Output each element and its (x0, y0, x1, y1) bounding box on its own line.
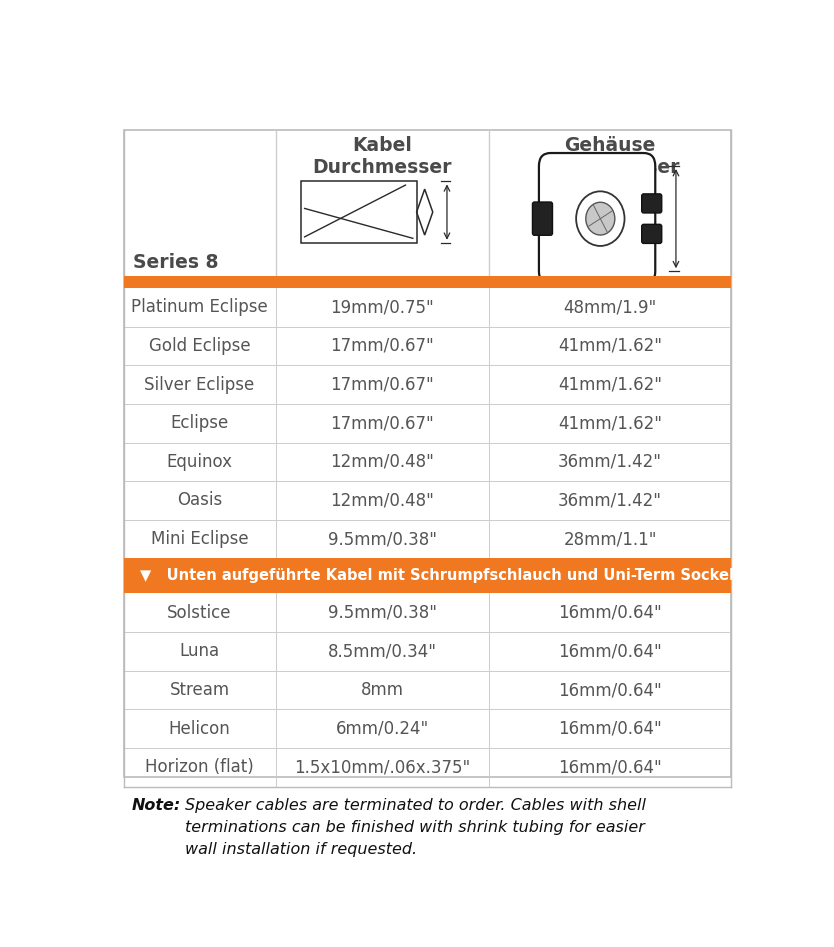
Text: 12mm/0.48": 12mm/0.48" (330, 491, 435, 509)
Text: Series 8: Series 8 (133, 253, 219, 272)
Text: Oasis: Oasis (177, 491, 222, 509)
Text: 17mm/0.67": 17mm/0.67" (330, 376, 434, 394)
Text: Platinum Eclipse: Platinum Eclipse (131, 298, 268, 316)
Text: 17mm/0.67": 17mm/0.67" (330, 337, 434, 355)
Text: Note:: Note: (132, 798, 181, 813)
Text: 16mm/0.64": 16mm/0.64" (558, 759, 662, 777)
Text: Speaker cables are terminated to order. Cables with shell
terminations can be fi: Speaker cables are terminated to order. … (185, 798, 646, 856)
Text: 19mm/0.75": 19mm/0.75" (330, 298, 434, 316)
Text: 48mm/1.9": 48mm/1.9" (564, 298, 656, 316)
Text: 41mm/1.62": 41mm/1.62" (558, 414, 662, 432)
Text: Solstice: Solstice (168, 604, 232, 622)
Text: 17mm/0.67": 17mm/0.67" (330, 414, 434, 432)
Text: 36mm/1.42": 36mm/1.42" (558, 453, 662, 471)
FancyBboxPatch shape (641, 194, 661, 213)
Text: Stream: Stream (169, 681, 229, 699)
Text: 9.5mm/0.38": 9.5mm/0.38" (328, 604, 437, 622)
Bar (123, 276, 731, 288)
Text: 16mm/0.64": 16mm/0.64" (558, 604, 662, 622)
Text: 16mm/0.64": 16mm/0.64" (558, 720, 662, 738)
Text: Equinox: Equinox (167, 453, 233, 471)
Text: 6mm/0.24": 6mm/0.24" (335, 720, 429, 738)
Text: Gold Eclipse: Gold Eclipse (148, 337, 250, 355)
Text: Mini Eclipse: Mini Eclipse (151, 530, 249, 548)
Text: 41mm/1.62": 41mm/1.62" (558, 337, 662, 355)
Text: 12mm/0.48": 12mm/0.48" (330, 453, 435, 471)
Text: 8mm: 8mm (360, 681, 404, 699)
Text: 41mm/1.62": 41mm/1.62" (558, 376, 662, 394)
Text: 36mm/1.42": 36mm/1.42" (558, 491, 662, 509)
Text: 16mm/0.64": 16mm/0.64" (558, 642, 662, 660)
Text: 28mm/1.1": 28mm/1.1" (563, 530, 656, 548)
Text: Kabel
Durchmesser: Kabel Durchmesser (313, 135, 452, 177)
Text: Luna: Luna (179, 642, 219, 660)
Circle shape (585, 203, 615, 235)
Text: 9.5mm/0.38": 9.5mm/0.38" (328, 530, 437, 548)
Bar (123, 130, 731, 777)
Text: 1.5x10mm/.06x.375": 1.5x10mm/.06x.375" (294, 759, 470, 777)
Text: 8.5mm/0.34": 8.5mm/0.34" (328, 642, 437, 660)
FancyBboxPatch shape (641, 224, 661, 243)
Text: Gehäuse
Durchmesser: Gehäuse Durchmesser (540, 135, 680, 177)
Text: 16mm/0.64": 16mm/0.64" (558, 681, 662, 699)
Text: Helicon: Helicon (168, 720, 230, 738)
FancyBboxPatch shape (539, 153, 656, 284)
Text: Eclipse: Eclipse (170, 414, 229, 432)
Text: Horizon (flat): Horizon (flat) (145, 759, 254, 777)
Bar (123, 559, 731, 594)
Text: ▼   Unten aufgeführte Kabel mit Schrumpfschlauch und Uni-Term Sockel: ▼ Unten aufgeführte Kabel mit Schrumpfsc… (140, 568, 734, 583)
Text: Silver Eclipse: Silver Eclipse (144, 376, 254, 394)
FancyBboxPatch shape (532, 202, 552, 235)
